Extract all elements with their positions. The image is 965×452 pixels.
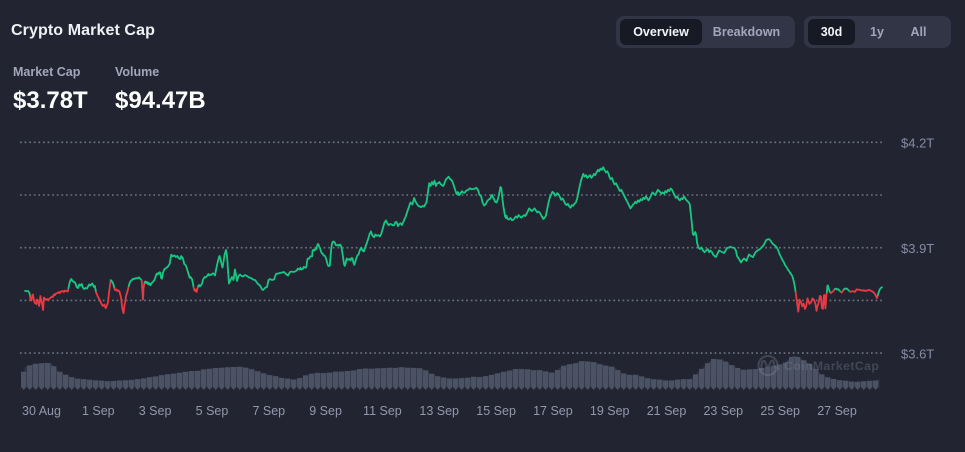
svg-text:17 Sep: 17 Sep xyxy=(533,404,573,418)
svg-text:13 Sep: 13 Sep xyxy=(419,404,459,418)
svg-text:$3.9T: $3.9T xyxy=(901,241,934,256)
svg-text:19 Sep: 19 Sep xyxy=(590,404,630,418)
svg-text:27 Sep: 27 Sep xyxy=(817,404,857,418)
svg-text:CoinMarketCap: CoinMarketCap xyxy=(784,359,879,373)
svg-text:23 Sep: 23 Sep xyxy=(703,404,743,418)
svg-text:15 Sep: 15 Sep xyxy=(476,404,516,418)
svg-text:30 Aug: 30 Aug xyxy=(22,404,61,418)
svg-text:7 Sep: 7 Sep xyxy=(252,404,285,418)
svg-text:11 Sep: 11 Sep xyxy=(363,404,402,418)
svg-text:1 Sep: 1 Sep xyxy=(82,404,115,418)
svg-text:21 Sep: 21 Sep xyxy=(647,404,687,418)
svg-text:$4.2T: $4.2T xyxy=(901,136,934,151)
svg-text:5 Sep: 5 Sep xyxy=(196,404,229,418)
svg-text:9 Sep: 9 Sep xyxy=(309,404,342,418)
svg-text:3 Sep: 3 Sep xyxy=(139,404,172,418)
svg-text:$3.6T: $3.6T xyxy=(901,346,934,361)
svg-text:25 Sep: 25 Sep xyxy=(760,404,800,418)
